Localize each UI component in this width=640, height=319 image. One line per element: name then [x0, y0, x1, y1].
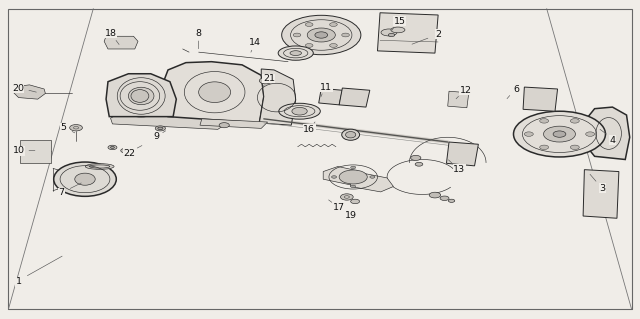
Polygon shape: [339, 88, 370, 107]
Ellipse shape: [278, 46, 314, 60]
Circle shape: [411, 155, 421, 160]
Ellipse shape: [279, 103, 320, 119]
Ellipse shape: [342, 129, 360, 140]
Circle shape: [540, 119, 548, 123]
Circle shape: [415, 162, 423, 166]
Circle shape: [332, 176, 337, 178]
Polygon shape: [111, 114, 227, 129]
Ellipse shape: [54, 162, 116, 196]
Text: 5: 5: [60, 123, 67, 132]
Polygon shape: [106, 74, 176, 117]
Circle shape: [108, 145, 117, 150]
Ellipse shape: [381, 29, 397, 36]
Polygon shape: [588, 107, 630, 160]
Circle shape: [330, 23, 337, 26]
Circle shape: [351, 185, 356, 188]
Text: 4: 4: [609, 136, 616, 145]
Ellipse shape: [75, 173, 95, 185]
Circle shape: [340, 194, 353, 200]
Circle shape: [315, 32, 328, 38]
Ellipse shape: [114, 75, 168, 117]
Circle shape: [524, 132, 533, 136]
Text: 8: 8: [196, 29, 202, 38]
Circle shape: [330, 43, 337, 47]
Circle shape: [158, 127, 163, 130]
Text: 22: 22: [124, 149, 136, 158]
Circle shape: [292, 108, 307, 115]
Polygon shape: [104, 36, 138, 49]
Polygon shape: [164, 62, 264, 123]
Circle shape: [429, 192, 441, 198]
Ellipse shape: [198, 82, 230, 102]
Text: 2: 2: [435, 30, 441, 39]
Polygon shape: [323, 167, 364, 185]
Circle shape: [293, 33, 301, 37]
Circle shape: [156, 126, 166, 131]
Text: 7: 7: [58, 188, 65, 197]
Text: 17: 17: [333, 203, 345, 212]
Circle shape: [440, 196, 449, 200]
Text: 6: 6: [514, 85, 520, 94]
Text: 20: 20: [12, 84, 24, 93]
Text: 15: 15: [394, 17, 406, 26]
Ellipse shape: [129, 87, 154, 105]
Circle shape: [351, 166, 356, 169]
Circle shape: [307, 28, 335, 42]
Circle shape: [586, 132, 595, 136]
Text: 14: 14: [249, 38, 261, 47]
Circle shape: [388, 33, 395, 37]
Polygon shape: [378, 13, 438, 53]
Text: 1: 1: [15, 277, 22, 286]
Polygon shape: [583, 170, 619, 218]
Circle shape: [543, 126, 575, 142]
Text: 21: 21: [263, 74, 275, 83]
Circle shape: [342, 33, 349, 37]
Circle shape: [351, 199, 360, 204]
Bar: [20, 140, 51, 163]
Ellipse shape: [131, 90, 149, 102]
Text: 13: 13: [453, 165, 465, 174]
Circle shape: [449, 199, 455, 202]
Text: 11: 11: [321, 83, 332, 92]
Circle shape: [111, 146, 115, 148]
Text: 16: 16: [303, 125, 315, 134]
Polygon shape: [319, 88, 342, 105]
Circle shape: [540, 145, 548, 150]
Text: 3: 3: [599, 184, 605, 193]
Circle shape: [121, 148, 130, 153]
Circle shape: [70, 124, 83, 131]
Ellipse shape: [346, 131, 356, 138]
Circle shape: [553, 131, 566, 137]
Text: 10: 10: [13, 146, 24, 155]
Polygon shape: [351, 174, 394, 192]
Circle shape: [570, 119, 579, 123]
Circle shape: [513, 111, 605, 157]
Text: 12: 12: [460, 86, 472, 95]
Circle shape: [259, 78, 272, 84]
Polygon shape: [170, 74, 219, 126]
Polygon shape: [448, 91, 468, 108]
Polygon shape: [200, 119, 268, 128]
Ellipse shape: [290, 51, 301, 56]
Polygon shape: [523, 87, 557, 111]
Text: 19: 19: [345, 211, 356, 219]
Ellipse shape: [136, 92, 147, 100]
Text: 18: 18: [104, 29, 116, 38]
Text: 9: 9: [153, 132, 159, 141]
Ellipse shape: [391, 27, 405, 33]
Circle shape: [305, 43, 313, 47]
Circle shape: [305, 23, 313, 26]
Polygon shape: [259, 69, 296, 125]
Circle shape: [339, 170, 367, 184]
Circle shape: [570, 145, 579, 150]
Ellipse shape: [85, 164, 114, 169]
Polygon shape: [12, 85, 45, 99]
Polygon shape: [447, 142, 478, 166]
Circle shape: [370, 176, 375, 178]
Circle shape: [282, 15, 361, 55]
Circle shape: [219, 123, 229, 128]
